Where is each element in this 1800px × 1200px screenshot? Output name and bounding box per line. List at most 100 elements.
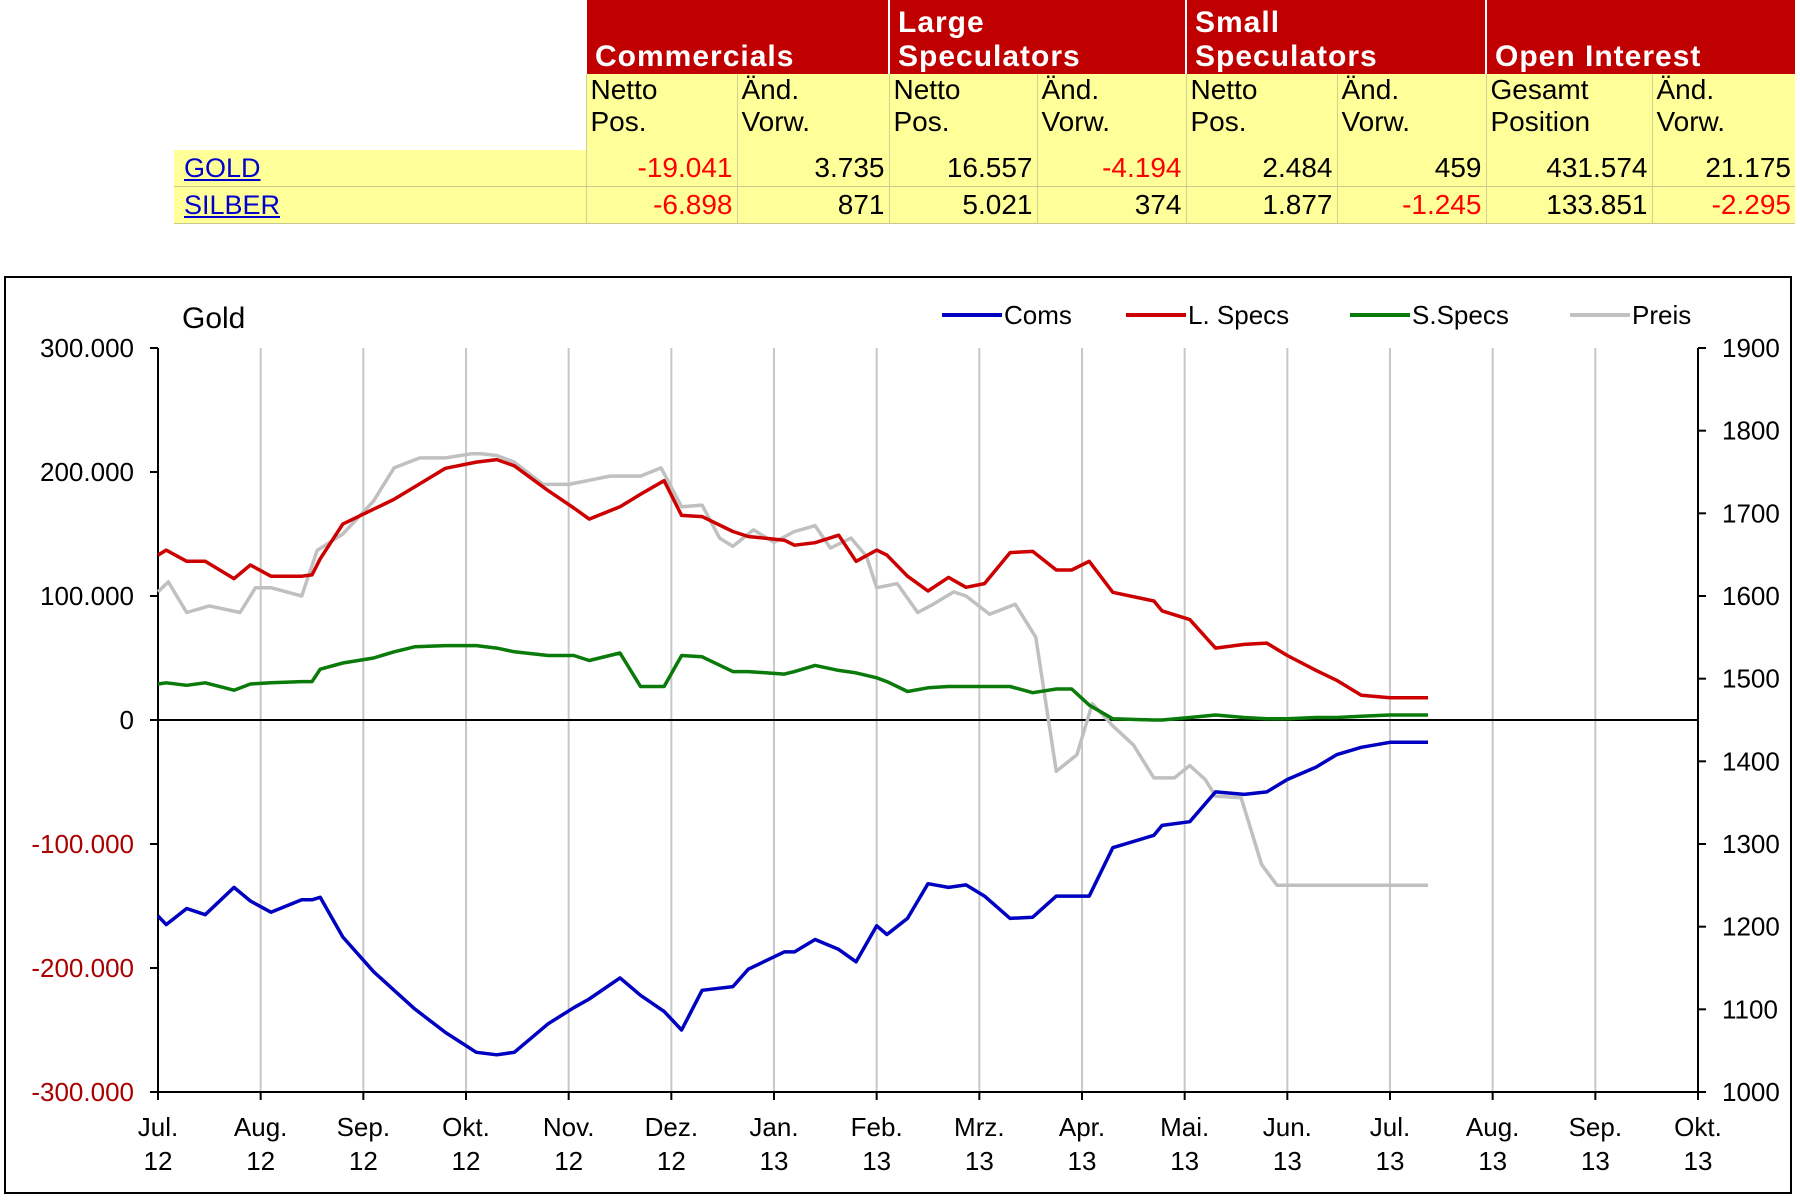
table-cell: -19.041 <box>585 150 737 187</box>
x-tick-label: 13 <box>862 1146 891 1176</box>
axes-layer: Jul. 12 Aug. 12 Sep. 12 Okt. 12 Nov. 12 Dez. 12 Jan.… <box>31 333 1780 1176</box>
x-tick-label: 12 <box>657 1146 686 1176</box>
y-left-tick-label: -100.000 <box>31 829 134 859</box>
x-tick-label: 12 <box>554 1146 583 1176</box>
table-cell: 16.557 <box>888 150 1037 187</box>
y-right-tick-label: 1700 <box>1722 498 1780 528</box>
table-cell: 21.175 <box>1651 150 1795 187</box>
x-tick-label: Aug. <box>234 1112 288 1142</box>
legend: Coms L. Specs S.Specs Preis <box>942 300 1691 330</box>
y-left-tick-label: -300.000 <box>31 1077 134 1107</box>
x-tick-label: 13 <box>1581 1146 1610 1176</box>
x-tick-label: Aug. <box>1466 1112 1520 1142</box>
table-cell: -6.898 <box>585 186 737 224</box>
subheader-com-aend: Änd. Vorw. <box>736 74 889 150</box>
y-right-tick-label: 1100 <box>1722 994 1778 1024</box>
legend-label: Preis <box>1632 300 1691 330</box>
x-tick-label: Mai. <box>1160 1112 1209 1142</box>
x-tick-label: Nov. <box>543 1112 595 1142</box>
subheader-oi-gesamt: Gesamt Position <box>1485 74 1652 150</box>
x-tick-label: Dez. <box>645 1112 698 1142</box>
series-line-preis <box>156 452 1428 888</box>
x-tick-label: 12 <box>144 1146 173 1176</box>
gold-link[interactable]: GOLD <box>184 152 261 183</box>
series-layer <box>156 452 1428 1057</box>
y-right-tick-label: 1300 <box>1722 829 1780 859</box>
x-tick-label: Sep. <box>337 1112 391 1142</box>
legend-label: S.Specs <box>1412 300 1509 330</box>
y-right-tick-label: 1200 <box>1722 912 1780 942</box>
x-tick-label: 13 <box>1068 1146 1097 1176</box>
x-tick-label: 12 <box>349 1146 378 1176</box>
row-label-cell: GOLD <box>174 150 586 187</box>
x-tick-label: 13 <box>1478 1146 1507 1176</box>
y-right-tick-label: 1600 <box>1722 581 1780 611</box>
legend-label: Coms <box>1004 300 1072 330</box>
subheader-com-netto: Netto Pos. <box>585 74 737 150</box>
chart-title: Gold <box>182 302 245 335</box>
table-cell: 871 <box>736 186 889 224</box>
y-right-tick-label: 1800 <box>1722 416 1780 446</box>
header-small-speculators: Small Speculators <box>1185 0 1486 74</box>
table-cell: 133.851 <box>1485 186 1652 224</box>
row-label-cell: SILBER <box>174 186 586 224</box>
x-tick-label: Jun. <box>1263 1112 1312 1142</box>
subheader-ss-netto: Netto Pos. <box>1185 74 1337 150</box>
header-open-interest: Open Interest <box>1485 0 1795 74</box>
series-line-coms <box>156 740 1428 1057</box>
series-line-s-specs <box>157 643 1428 722</box>
y-left-tick-label: 300.000 <box>40 333 134 363</box>
x-tick-label: 13 <box>760 1146 789 1176</box>
table-cell: -2.295 <box>1651 186 1795 224</box>
table-cell: 2.484 <box>1185 150 1337 187</box>
header-commercials: Commercials <box>585 0 889 74</box>
x-tick-label: 13 <box>965 1146 994 1176</box>
gold-chart-svg: Jul. 12 Aug. 12 Sep. 12 Okt. 12 Nov. 12 Dez. 12 Jan.… <box>31 300 1780 1176</box>
x-tick-label: Jul. <box>1370 1112 1410 1142</box>
x-tick-label: Feb. <box>851 1112 903 1142</box>
x-tick-label: Okt. <box>442 1112 490 1142</box>
subheader-ls-netto: Netto Pos. <box>888 74 1037 150</box>
y-left-tick-label: 0 <box>120 705 134 735</box>
table-cell: -1.245 <box>1336 186 1486 224</box>
subheader-ls-aend: Änd. Vorw. <box>1036 74 1186 150</box>
x-tick-label: 13 <box>1684 1146 1713 1176</box>
legend-label: L. Specs <box>1188 300 1289 330</box>
table-cell: 1.877 <box>1185 186 1337 224</box>
y-right-tick-label: 1500 <box>1722 664 1780 694</box>
subheader-oi-aend: Änd. Vorw. <box>1651 74 1795 150</box>
x-tick-label: 13 <box>1376 1146 1405 1176</box>
table-cell: 5.021 <box>888 186 1037 224</box>
cot-table: Commercials Large Speculators Small Spec… <box>174 0 1795 224</box>
table-cell: -4.194 <box>1036 150 1186 187</box>
x-tick-label: Mrz. <box>954 1112 1005 1142</box>
y-left-tick-label: 100.000 <box>40 581 134 611</box>
silber-link[interactable]: SILBER <box>184 189 281 220</box>
x-tick-label: Sep. <box>1569 1112 1623 1142</box>
subheader-ss-aend: Änd. Vorw. <box>1336 74 1486 150</box>
y-right-tick-label: 1900 <box>1722 333 1780 363</box>
subheader-blank <box>174 74 586 150</box>
gold-chart: Jul. 12 Aug. 12 Sep. 12 Okt. 12 Nov. 12 Dez. 12 Jan.… <box>4 276 1792 1194</box>
series-line-l-specs <box>157 457 1428 700</box>
x-tick-label: 12 <box>246 1146 275 1176</box>
header-blank <box>174 0 586 74</box>
table-row-silber: SILBER -6.898 871 5.021 374 1.877 -1.245… <box>174 186 1795 224</box>
x-tick-label: Jan. <box>749 1112 798 1142</box>
y-left-tick-label: -200.000 <box>31 953 134 983</box>
y-right-tick-label: 1000 <box>1722 1077 1780 1107</box>
y-right-tick-label: 1400 <box>1722 746 1780 776</box>
x-tick-label: 12 <box>452 1146 481 1176</box>
x-tick-label: Okt. <box>1674 1112 1722 1142</box>
table-cell: 3.735 <box>736 150 889 187</box>
header-large-speculators: Large Speculators <box>888 0 1186 74</box>
x-tick-label: Jul. <box>138 1112 178 1142</box>
table-row-gold: GOLD -19.041 3.735 16.557 -4.194 2.484 4… <box>174 150 1795 187</box>
x-tick-label: 13 <box>1170 1146 1199 1176</box>
table-cell: 374 <box>1036 186 1186 224</box>
table-cell: 431.574 <box>1485 150 1652 187</box>
x-tick-label: Apr. <box>1059 1112 1105 1142</box>
x-tick-label: 13 <box>1273 1146 1302 1176</box>
y-left-tick-label: 200.000 <box>40 457 134 487</box>
table-cell: 459 <box>1336 150 1486 187</box>
